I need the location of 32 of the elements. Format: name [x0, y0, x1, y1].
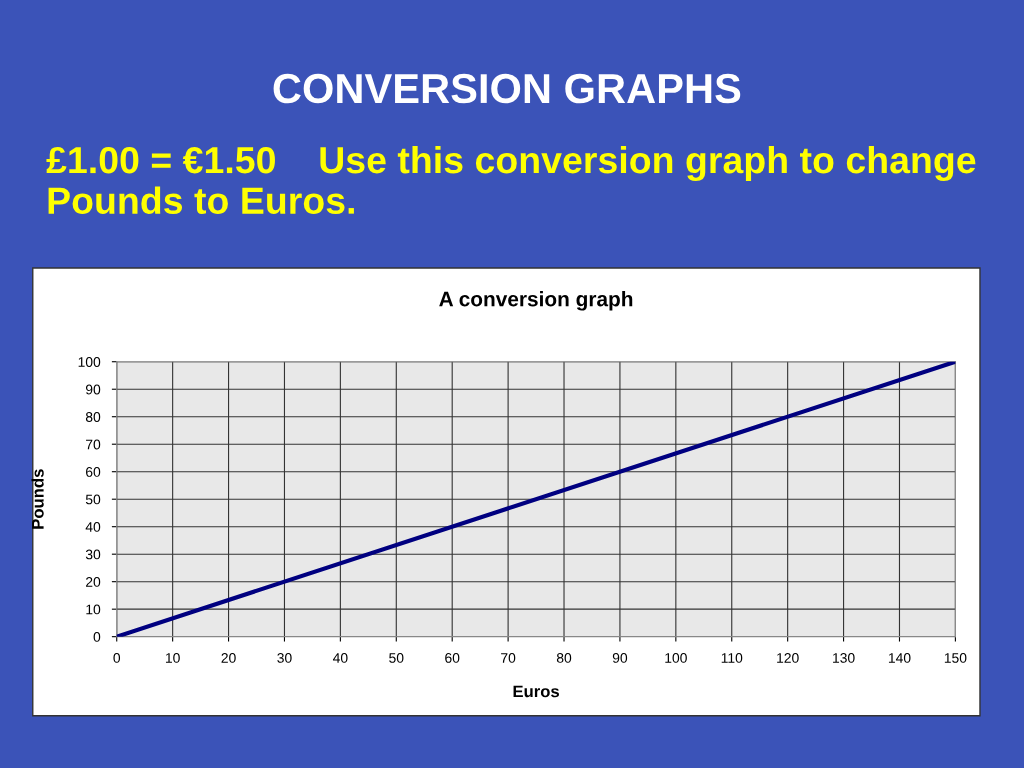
y-tick-label: 70	[86, 439, 101, 450]
x-tick-label: 90	[612, 653, 628, 663]
x-tick-label: 30	[277, 653, 292, 663]
x-tick-label: 60	[445, 653, 460, 663]
y-tick-label: 20	[86, 577, 101, 587]
text: A conversion graph	[439, 291, 633, 311]
chart-title: CONVERSION GRAPHS	[273, 73, 741, 104]
x-tick-label: 100	[665, 653, 687, 663]
y-tick-label: 100	[78, 357, 101, 367]
y-tick-label: 30	[85, 549, 101, 560]
y-tick-label: 10	[86, 604, 101, 615]
y-tick-label: 90	[85, 384, 101, 395]
y-tick-label: 80	[85, 412, 101, 422]
x-tick-label: 150	[944, 653, 967, 663]
y-tick-label: 0	[93, 632, 101, 642]
x-tick-label: 40	[332, 653, 348, 663]
y-axis-title: Pounds	[31, 469, 44, 529]
x-tick-label: 120	[777, 653, 799, 663]
x-tick-label: 20	[221, 653, 236, 663]
x-tick-label: 130	[833, 653, 855, 663]
x-tick-label: 70	[501, 653, 516, 663]
x-axis-title: Euros	[513, 685, 559, 698]
y-tick-label: 40	[85, 522, 101, 532]
chart-subtitle: £1.00 = €1.50 Use this conversion graph to change Pounds to Euros.	[46, 145, 976, 215]
x-tick-label: 10	[165, 653, 180, 663]
x-tick-label: 50	[389, 653, 404, 663]
x-tick-label: 80	[556, 653, 572, 663]
y-tick-label: 60	[86, 467, 101, 477]
y-tick-label: 50	[85, 494, 101, 505]
x-tick-label: 110	[721, 653, 743, 663]
x-tick-label: 140	[888, 653, 911, 663]
x-tick-label: 0	[113, 653, 121, 663]
